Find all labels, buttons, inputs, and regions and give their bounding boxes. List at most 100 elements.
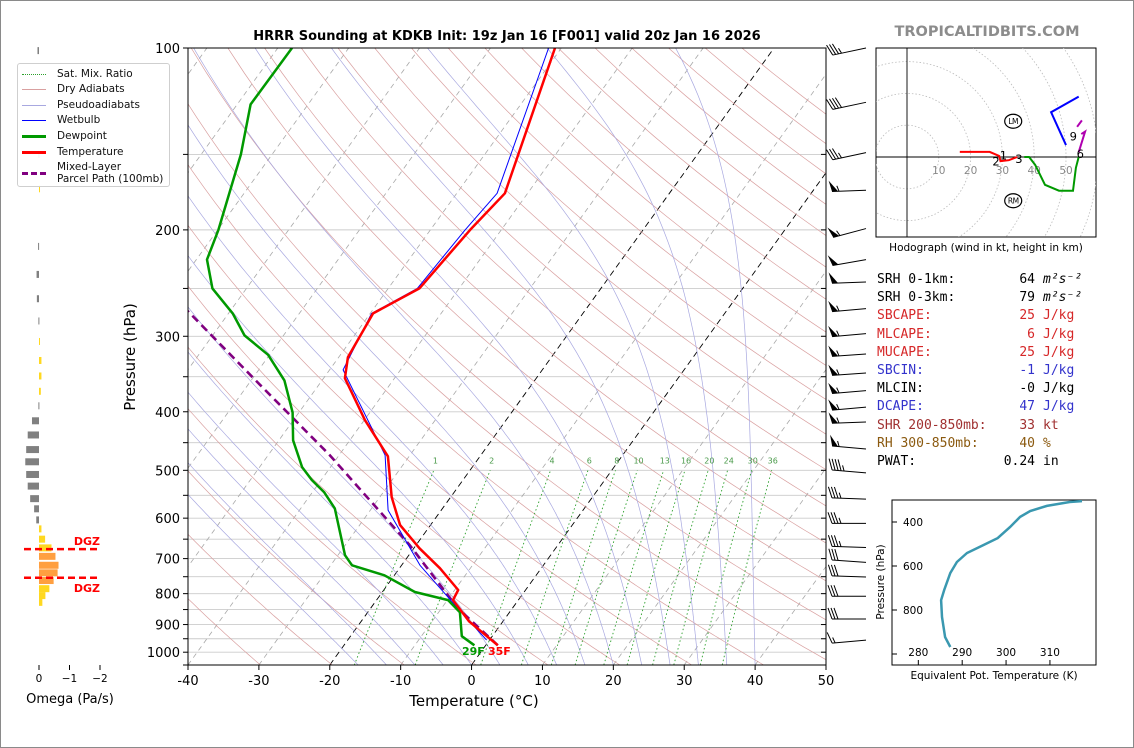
theta-e-y-tick-label: 800: [903, 605, 923, 617]
mixing-ratio-line: [603, 470, 665, 665]
hodograph-ring-label: 20: [964, 165, 977, 177]
dry-adiabat: [188, 164, 764, 665]
omega-tick-label: 0: [36, 673, 43, 685]
y-tick-label: 300: [155, 330, 180, 345]
moist-adiabat: [675, 48, 756, 665]
hodograph-ring-label: 50: [1059, 165, 1072, 177]
dry-adiabat: [301, 48, 826, 507]
omega-bar: [39, 598, 43, 606]
dry-adiabat: [188, 533, 333, 665]
dry-adiabat: [190, 48, 826, 621]
omega-bar: [39, 185, 40, 193]
barb-full: [827, 564, 833, 577]
dry-adiabat: [374, 48, 826, 435]
mixing-ratio-line: [699, 470, 753, 665]
barb-full: [830, 486, 836, 499]
barb-flag: [828, 364, 839, 376]
omega-bar: [31, 417, 39, 425]
wind-barb: [828, 399, 867, 411]
wind-barb: [826, 148, 867, 161]
legend-line-sample: [22, 88, 46, 90]
omega-bar: [39, 525, 42, 533]
legend-line-sample: [22, 104, 46, 106]
dry-adiabat: [337, 48, 826, 471]
omega-bar: [39, 372, 42, 380]
skew-t-background: [188, 48, 826, 665]
omega-bar: [39, 356, 42, 364]
stat-value: 0.24: [1003, 453, 1035, 469]
omega-bar: [37, 47, 39, 55]
stat-label: DCAPE:: [877, 399, 924, 415]
isotherm-line: [400, 73, 826, 665]
moist-adiabat: [188, 494, 359, 665]
barb-half: [836, 305, 840, 312]
legend-item: Temperature: [22, 145, 124, 159]
dgz-label: DGZ: [74, 582, 100, 595]
hodograph-segment: [1077, 129, 1087, 153]
dgz-label: DGZ: [74, 535, 100, 548]
stat-unit: J/kg: [1043, 381, 1075, 397]
hodograph-segment: [1049, 95, 1080, 146]
legend-label: Sat. Mix. Ratio: [57, 68, 133, 80]
profiles: [188, 48, 557, 647]
highlight-isotherm: [329, 48, 775, 665]
barb-full: [827, 512, 833, 524]
stat-label: SRH 0-1km:: [877, 272, 956, 287]
x-tick-label: 40: [747, 674, 764, 689]
barb-flag: [828, 382, 839, 394]
barb-full: [829, 148, 837, 160]
stat-unit: J/kg: [1043, 344, 1075, 360]
mixing-ratio-label: 24: [724, 457, 734, 466]
x-tick-label: 20: [605, 674, 622, 689]
barb-half: [836, 417, 840, 424]
omega-bar: [39, 561, 59, 569]
y-tick-label: 1000: [147, 646, 180, 661]
isotherm-line: [542, 270, 826, 665]
barb-flag: [830, 434, 839, 447]
wind-barb: [828, 272, 867, 284]
barb-half: [836, 369, 840, 376]
hodograph-height-label: 2: [992, 154, 999, 168]
stat-value: 25: [1019, 344, 1035, 360]
legend-item: Pseudoadiabats: [22, 98, 140, 112]
moist-adiabat: [546, 48, 728, 665]
barb-flag: [827, 227, 839, 238]
wind-barb: [827, 227, 867, 238]
omega-bar: [27, 431, 39, 439]
dry-adiabat: [188, 224, 692, 665]
legend-line-sample: [22, 119, 46, 121]
chart-title: HRRR Sounding at KDKB Init: 19z Jan 16 […: [253, 29, 760, 44]
barb-half: [837, 440, 840, 447]
legend-line-sample: [22, 150, 46, 154]
x-tick-label: -40: [177, 674, 198, 689]
hodograph-ring-label: 10: [932, 165, 945, 177]
stat-label: RH 300-850mb:: [877, 435, 979, 451]
stat-value: 79: [1019, 290, 1035, 306]
stat-value: 25: [1019, 308, 1035, 324]
isotherm-line: [613, 368, 826, 665]
theta-e-x-tick-label: 300: [996, 647, 1016, 659]
y-tick-label: 700: [155, 553, 180, 568]
dewpoint-line: [205, 48, 476, 647]
omega-bar: [39, 544, 52, 552]
barb-half: [836, 350, 840, 357]
wind-barb: [828, 412, 867, 424]
omega-axis-label: Omega (Pa/s): [26, 692, 114, 707]
barb-full: [831, 43, 840, 55]
legend-label: Temperature: [57, 146, 124, 158]
moist-adiabat: [331, 48, 671, 665]
legend-label: Dry Adiabats: [57, 83, 125, 95]
mixing-ratio-line: [480, 470, 552, 665]
moist-adiabat: [254, 48, 643, 665]
theta-e-y-tick-label: 600: [903, 561, 923, 573]
moist-adiabat: [188, 351, 472, 665]
dry-adiabat: [227, 48, 826, 582]
x-tick-label: 0: [467, 674, 475, 689]
theta-e-x-tick-label: 310: [1040, 647, 1060, 659]
barb-flag: [828, 272, 838, 284]
legend-item: Dry Adiabats: [22, 82, 125, 96]
omega-bar: [39, 585, 50, 593]
theta-e-x-tick-label: 290: [952, 647, 972, 659]
